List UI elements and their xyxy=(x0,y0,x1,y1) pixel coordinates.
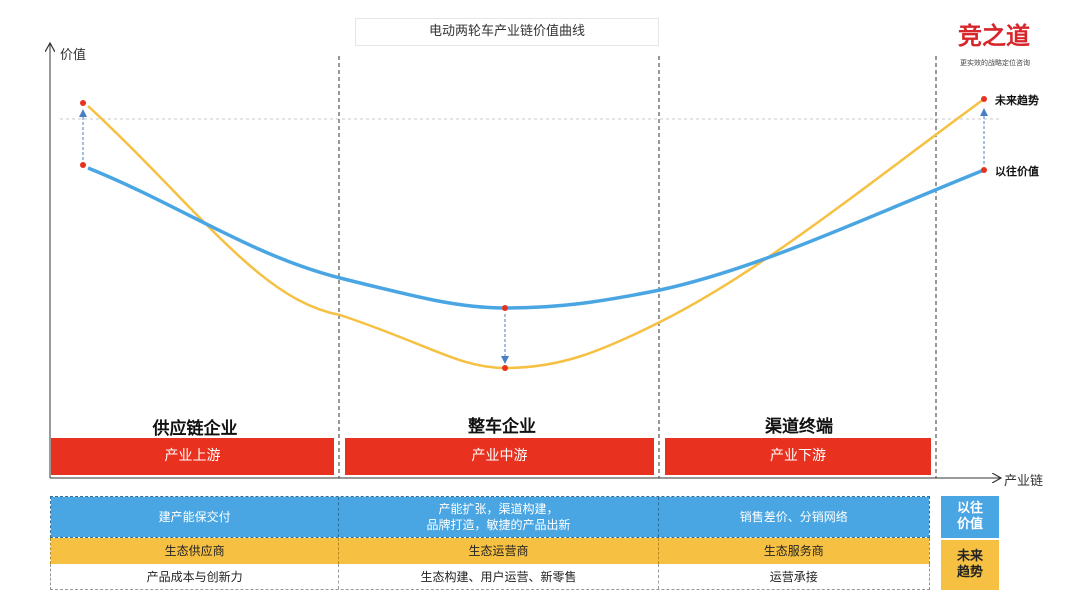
table-cell: 生态服务商 xyxy=(658,538,929,564)
logo-slogan: 更实效的战略定位咨询 xyxy=(960,59,1030,67)
stage-bar-upstream: 产业上游 xyxy=(51,438,334,475)
legend-future-label: 未来趋势 xyxy=(995,94,1039,107)
point-left-past xyxy=(80,162,86,168)
table-cell: 产品成本与创新力 xyxy=(51,564,340,589)
table-row-future-capability: 产品成本与创新力 生态构建、用户运营、新零售 运营承接 xyxy=(50,564,930,590)
past-value-curve xyxy=(87,166,985,310)
table-cell: 建产能保交付 xyxy=(51,497,340,537)
segment-title-upstream: 供应链企业 xyxy=(152,419,238,439)
point-middle-future xyxy=(502,365,508,371)
table-cell: 产能扩张，渠道构建， 品牌打造，敏捷的产品出新 xyxy=(339,497,659,537)
segment-title-midstream: 整车企业 xyxy=(468,417,536,437)
x-axis-label: 产业链 xyxy=(1004,474,1044,489)
stage-bar-midstream: 产业中游 xyxy=(345,438,654,475)
legend-past-label: 以往价值 xyxy=(995,165,1039,178)
point-right-past xyxy=(981,167,987,173)
logo-text: 竞之道 xyxy=(958,21,1030,50)
table-cell: 运营承接 xyxy=(658,564,929,589)
tag-past-value: 以往 价值 xyxy=(941,496,999,538)
y-axis-label: 价值 xyxy=(60,48,87,63)
stage-bar-downstream: 产业下游 xyxy=(665,438,931,475)
table-row-past: 建产能保交付 产能扩张，渠道构建， 品牌打造，敏捷的产品出新 销售差价、分销网络 xyxy=(50,496,930,538)
table-cell: 生态运营商 xyxy=(339,538,659,564)
point-middle-past xyxy=(502,305,508,311)
point-left-future xyxy=(80,100,86,106)
table-cell: 生态供应商 xyxy=(51,538,340,564)
tag-future-trend: 未来 趋势 xyxy=(941,540,999,590)
segment-title-downstream: 渠道终端 xyxy=(765,417,833,437)
table-cell: 销售差价、分销网络 xyxy=(658,497,929,537)
table-row-future-role: 生态供应商 生态运营商 生态服务商 xyxy=(50,538,930,564)
point-right-future xyxy=(981,96,987,102)
table-cell: 生态构建、用户运营、新零售 xyxy=(339,564,659,589)
diagram-title: 电动两轮车产业链价值曲线 xyxy=(355,18,659,46)
